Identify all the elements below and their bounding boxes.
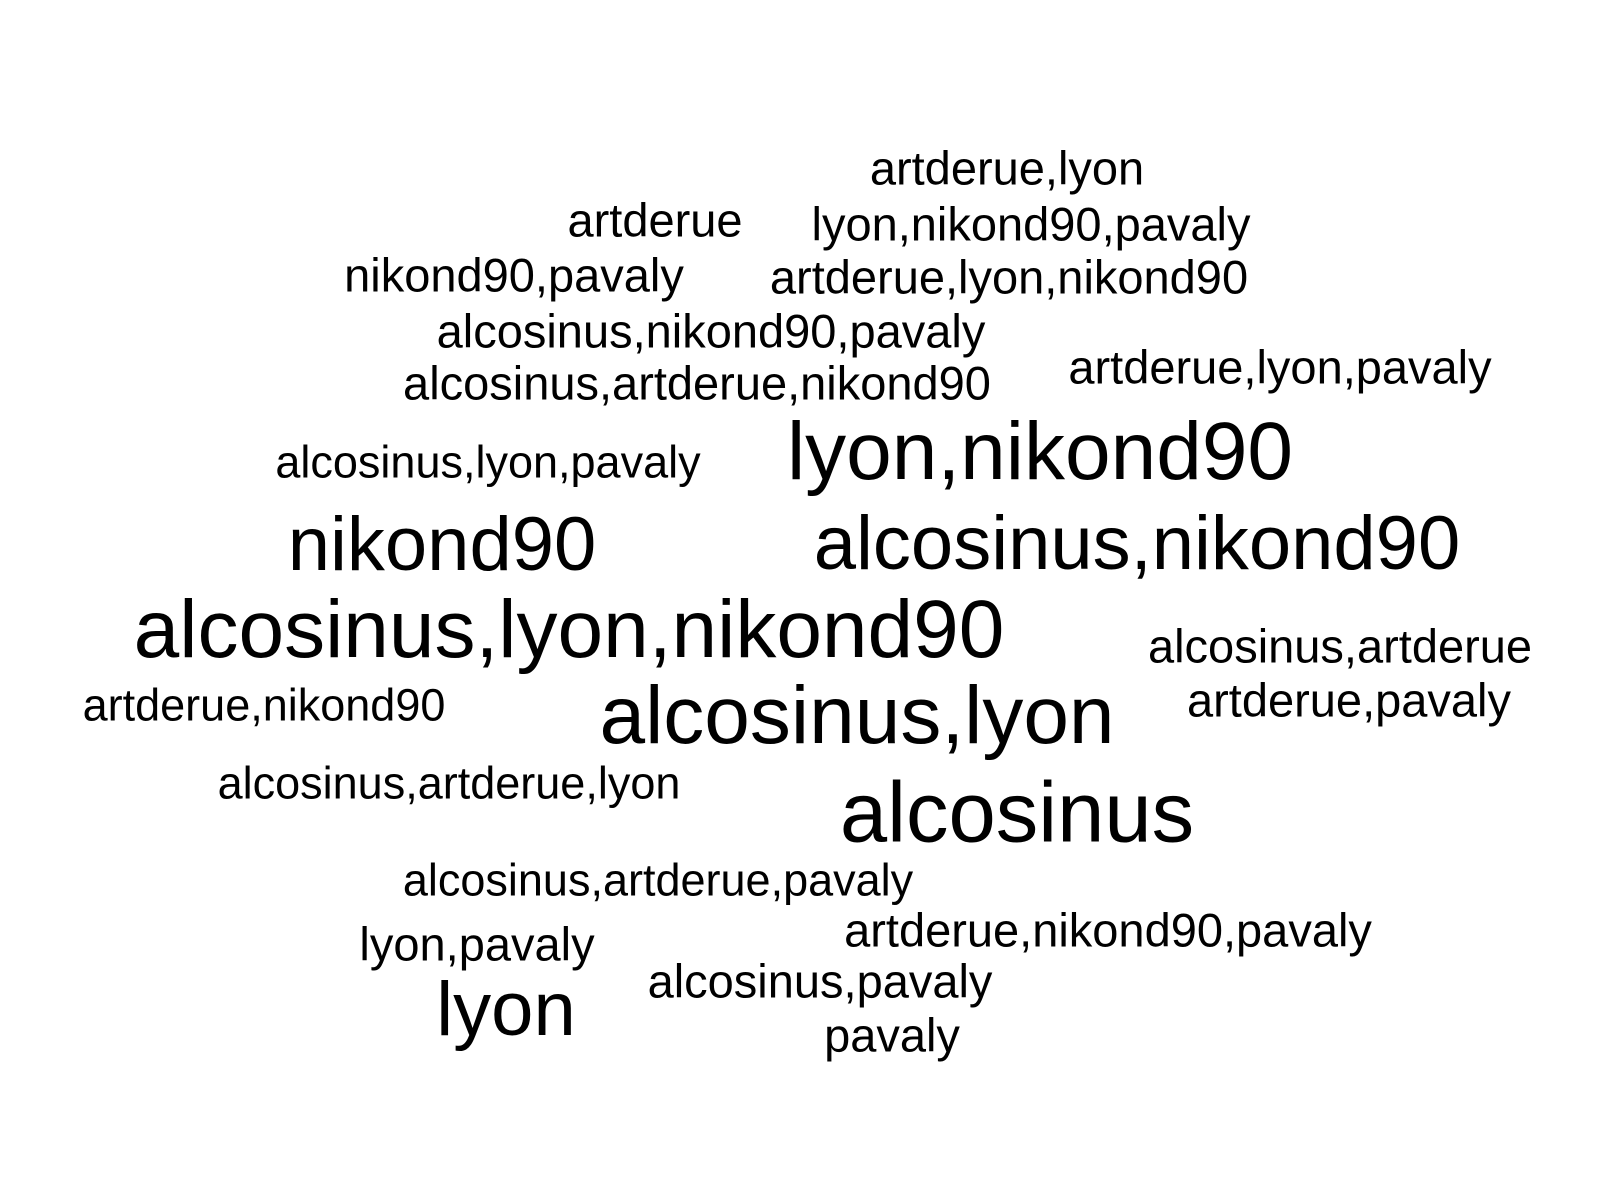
word-artderue-pavaly: artderue,pavaly (1187, 673, 1511, 727)
word-alcosinus-artderue-nikond90: alcosinus,artderue,nikond90 (403, 356, 991, 410)
word-lyon-pavaly: lyon,pavaly (359, 917, 595, 971)
word-artderue-nikond90: artderue,nikond90 (82, 679, 446, 731)
word-alcosinus: alcosinus (839, 765, 1195, 861)
word-lyon-nikond90: lyon,nikond90 (786, 406, 1294, 497)
word-alcosinus-lyon-nikond90: alcosinus,lyon,nikond90 (133, 584, 1005, 675)
word-alcosinus-pavaly: alcosinus,pavaly (647, 954, 993, 1008)
word-pavaly: pavaly (824, 1008, 960, 1062)
word-alcosinus-nikond90: alcosinus,nikond90 (813, 501, 1461, 586)
word-artderue-nikond90-pavaly: artderue,nikond90,pavaly (844, 903, 1372, 957)
word-alcosinus-artderue-pavaly: alcosinus,artderue,pavaly (402, 854, 914, 906)
word-lyon-nikond90-pavaly: lyon,nikond90,pavaly (811, 197, 1251, 251)
word-alcosinus-nikond90-pavaly: alcosinus,nikond90,pavaly (436, 304, 986, 358)
word-alcosinus-lyon: alcosinus,lyon (599, 670, 1115, 761)
word-artderue-lyon-pavaly: artderue,lyon,pavaly (1068, 340, 1492, 394)
word-artderue-lyon-nikond90: artderue,lyon,nikond90 (769, 250, 1249, 304)
word-artderue: artderue (567, 193, 743, 247)
word-lyon: lyon (436, 967, 576, 1052)
word-nikond90: nikond90 (287, 502, 597, 587)
word-artderue-lyon: artderue,lyon (869, 141, 1145, 195)
word-alcosinus-artderue-lyon: alcosinus,artderue,lyon (217, 757, 681, 809)
word-alcosinus-artderue: alcosinus,artderue (1147, 619, 1533, 673)
word-alcosinus-lyon-pavaly: alcosinus,lyon,pavaly (275, 436, 701, 488)
word-nikond90-pavaly: nikond90,pavaly (344, 248, 684, 302)
